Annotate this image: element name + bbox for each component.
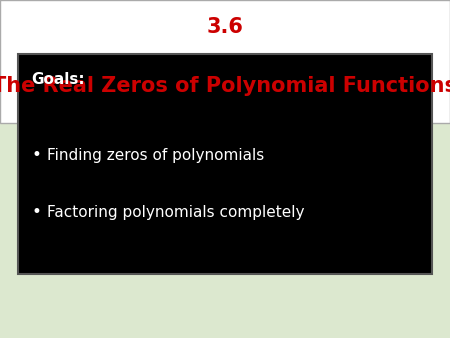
- Text: Finding zeros of polynomials: Finding zeros of polynomials: [47, 148, 265, 163]
- Text: The Real Zeros of Polynomial Functions: The Real Zeros of Polynomial Functions: [0, 76, 450, 96]
- Text: 3.6: 3.6: [207, 17, 243, 37]
- Text: •: •: [31, 203, 41, 221]
- Text: Factoring polynomials completely: Factoring polynomials completely: [47, 205, 305, 220]
- Bar: [18, 54, 432, 274]
- Text: Goals:: Goals:: [32, 72, 85, 87]
- Bar: [0, 0, 450, 123]
- Text: •: •: [31, 146, 41, 164]
